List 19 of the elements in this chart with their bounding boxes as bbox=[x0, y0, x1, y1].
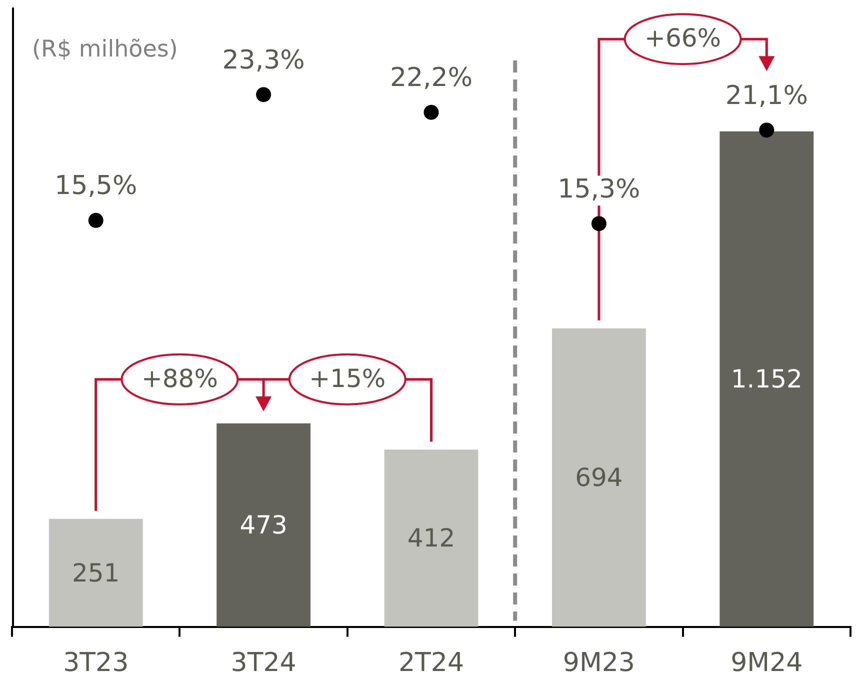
data-label: 694 bbox=[575, 463, 623, 492]
data-label: 21,1% bbox=[725, 80, 808, 111]
data-label: 473 bbox=[240, 510, 288, 540]
data-label: 412 bbox=[407, 524, 456, 553]
x-tick-label: 9M23 bbox=[562, 648, 635, 678]
annotation: +15% bbox=[309, 364, 386, 393]
data-label: 23,3% bbox=[222, 45, 305, 76]
x-tick-label: 2T24 bbox=[398, 648, 464, 678]
annotation: +66% bbox=[644, 24, 722, 53]
data-label: 15,3% bbox=[558, 174, 640, 204]
x-tick-label: 3T23 bbox=[63, 648, 129, 678]
annotation: +88% bbox=[141, 364, 218, 393]
y-axis-title: (R$ milhões) bbox=[32, 36, 178, 62]
data-label: 251 bbox=[72, 558, 120, 588]
x-tick-label: 3T24 bbox=[230, 648, 296, 678]
data-label: 1.152 bbox=[730, 364, 802, 394]
data-label: 22,2% bbox=[390, 63, 473, 94]
data-label: 15,5% bbox=[54, 171, 138, 202]
x-tick-label: 9M24 bbox=[730, 648, 803, 678]
